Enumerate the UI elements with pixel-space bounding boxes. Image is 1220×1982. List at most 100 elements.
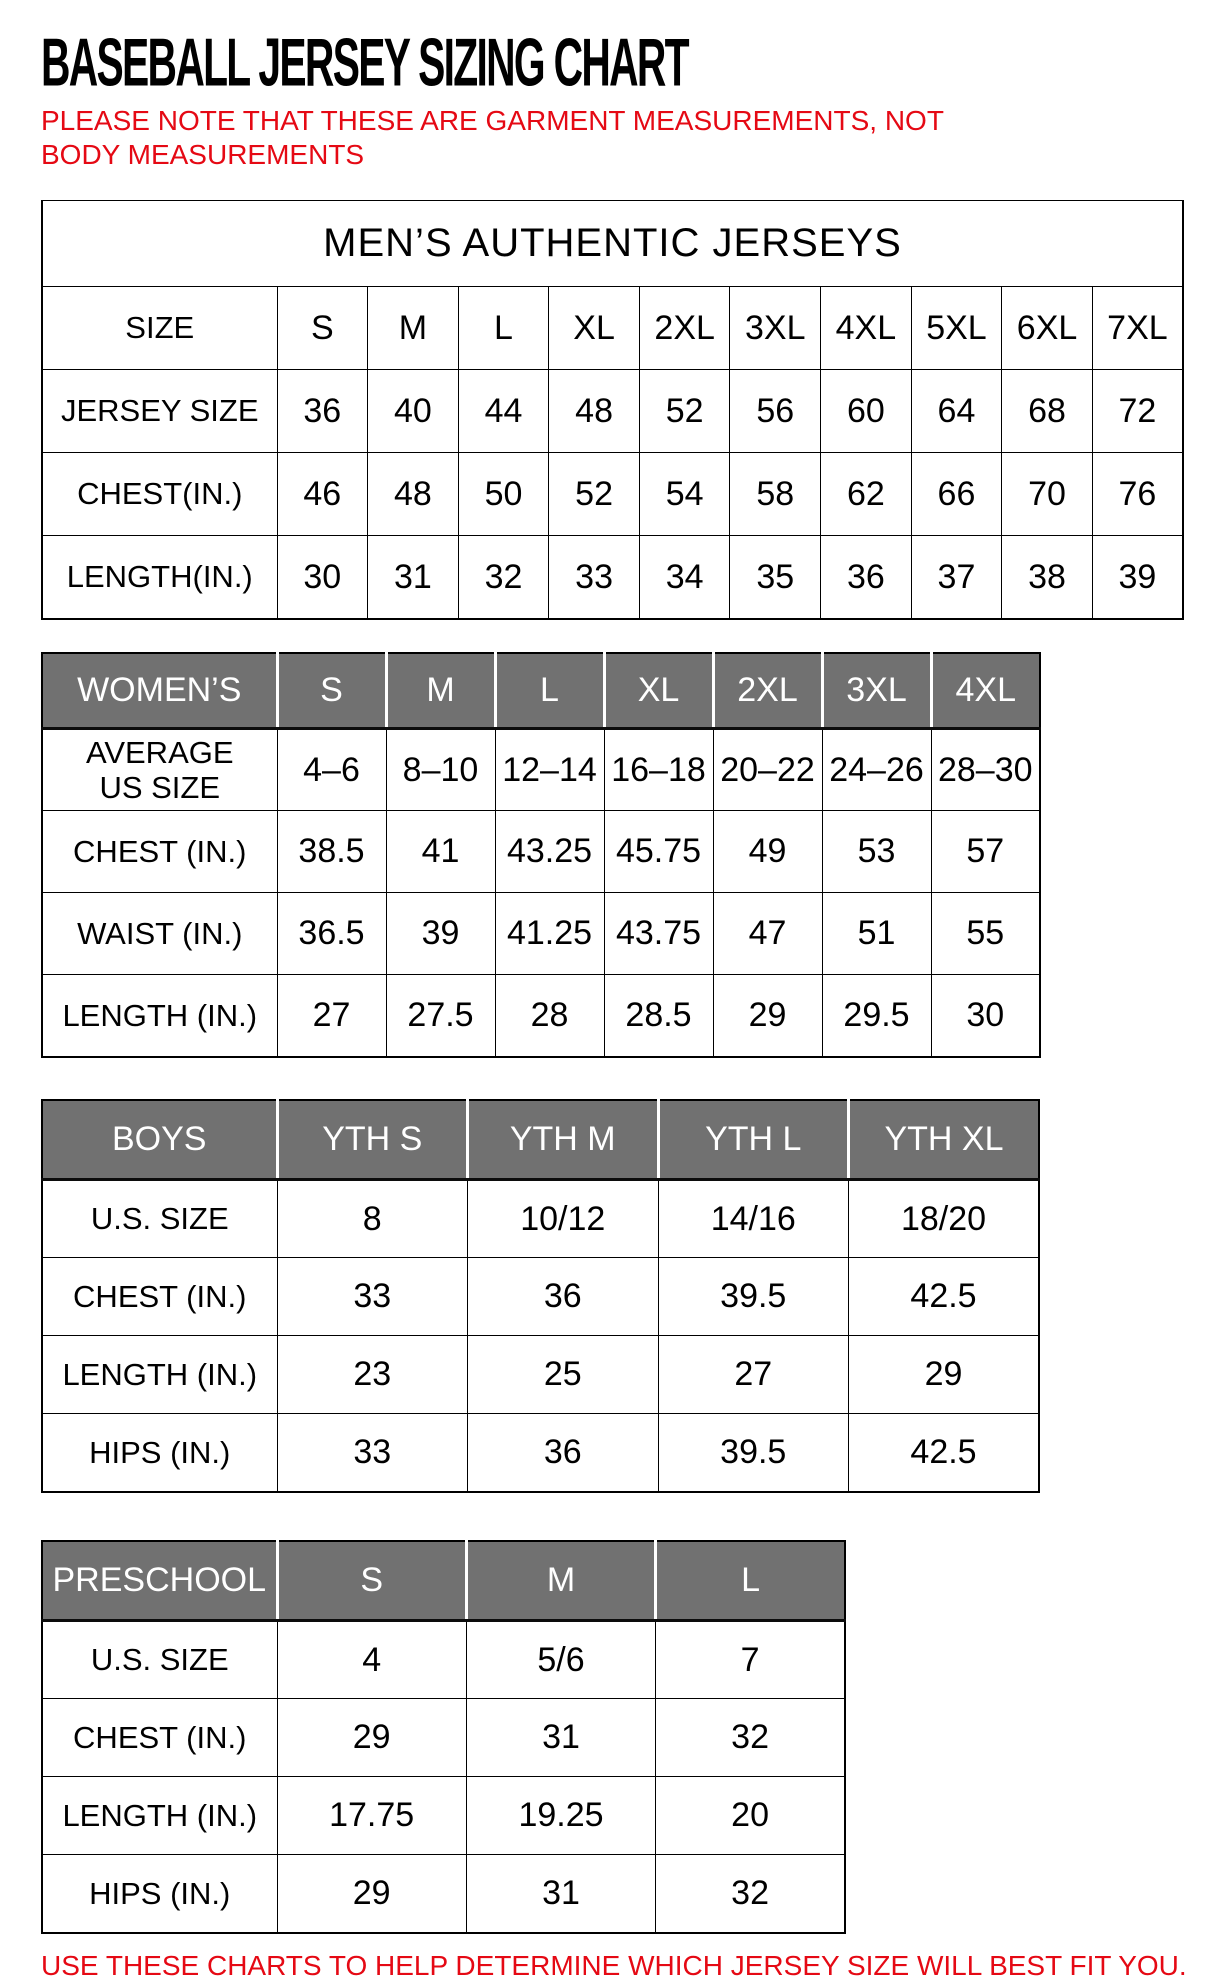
column-header: L (654, 1540, 845, 1623)
size-value-cell: 30 (276, 535, 369, 620)
size-value-cell: 39.5 (657, 1413, 849, 1493)
size-value-cell: 4 (276, 1620, 467, 1700)
size-value-cell: 52 (548, 452, 640, 537)
size-value-cell: 2XL (638, 286, 731, 371)
column-header: YTH S (275, 1099, 468, 1182)
size-value-cell: 36 (820, 535, 912, 620)
size-value-cell: 5XL (910, 286, 1003, 371)
size-value-cell: 20–22 (712, 728, 823, 812)
row-label: LENGTH (IN.) (41, 974, 278, 1058)
size-value-cell: 64 (910, 369, 1003, 454)
column-header: M (464, 1540, 656, 1623)
row-label: CHEST(IN.) (41, 452, 278, 537)
size-value-cell: 31 (465, 1854, 657, 1934)
column-header: L (493, 652, 604, 731)
garment-measurement-note: PLEASE NOTE THAT THESE ARE GARMENT MEASU… (41, 105, 944, 171)
column-header: 2XL (711, 652, 822, 731)
size-value-cell: 36 (467, 1413, 659, 1493)
size-value-cell: 14/16 (657, 1179, 849, 1259)
size-value-cell: 20 (655, 1776, 846, 1856)
size-value-cell: 12–14 (494, 728, 605, 812)
size-value-cell: 29 (276, 1698, 467, 1778)
size-value-cell: 7XL (1091, 286, 1184, 371)
size-value-cell: 29 (276, 1854, 467, 1934)
size-value-cell: M (367, 286, 459, 371)
size-value-cell: 27 (657, 1335, 849, 1415)
size-value-cell: 31 (465, 1698, 657, 1778)
size-value-cell: 40 (367, 369, 459, 454)
size-value-cell: 25 (467, 1335, 659, 1415)
row-label: JERSEY SIZE (41, 369, 278, 454)
size-value-cell: 48 (548, 369, 640, 454)
size-value-cell: 17.75 (276, 1776, 467, 1856)
mens-banner-row: MEN’S AUTHENTIC JERSEYS (41, 200, 1184, 288)
size-value-cell: 43.25 (494, 810, 605, 894)
size-value-cell: 51 (821, 892, 932, 976)
boys-sizing-table: BOYS YTH S YTH M YTH L YTH XL U.S. SIZE 8 10/12… (41, 1098, 1220, 1493)
size-value-cell: 39 (385, 892, 496, 976)
size-value-cell: 46 (276, 452, 369, 537)
table-row: LENGTH(IN.) 30 31 32 33 34 35 36 37 38 39 (41, 535, 1184, 620)
size-value-cell: 28.5 (603, 974, 714, 1058)
table-header-label: WOMEN’S (42, 652, 277, 731)
size-value-cell: 49 (712, 810, 823, 894)
size-value-cell: 31 (367, 535, 459, 620)
table-header-label: PRESCHOOL (42, 1540, 277, 1623)
size-value-cell: 32 (655, 1698, 846, 1778)
row-label: U.S. SIZE (41, 1620, 278, 1700)
size-value-cell: 36 (467, 1257, 659, 1337)
size-value-cell: 4XL (820, 286, 912, 371)
column-header: 4XL (929, 652, 1040, 731)
table-row: LENGTH (IN.) 17.75 19.25 20 (41, 1776, 846, 1856)
size-value-cell: 7 (655, 1620, 846, 1700)
size-value-cell: 45.75 (603, 810, 714, 894)
row-label: LENGTH (IN.) (41, 1335, 278, 1415)
column-header: M (384, 652, 495, 731)
table-row: WAIST (IN.) 36.5 39 41.25 43.75 47 51 55 (41, 892, 1041, 976)
size-value-cell: 55 (930, 892, 1041, 976)
row-label: HIPS (IN.) (41, 1854, 278, 1934)
table-row: U.S. SIZE 4 5/6 7 (41, 1620, 846, 1700)
page-title: BASEBALL JERSEY SIZING CHART (41, 25, 690, 102)
size-value-cell: 3XL (729, 286, 822, 371)
size-value-cell: 19.25 (465, 1776, 657, 1856)
table-row: JERSEY SIZE 36 40 44 48 52 56 60 64 68 72 (41, 369, 1184, 454)
size-value-cell: 53 (821, 810, 932, 894)
column-header: YTH M (466, 1099, 658, 1182)
row-label: LENGTH(IN.) (41, 535, 278, 620)
table-row: CHEST(IN.) 46 48 50 52 54 58 62 66 70 76 (41, 452, 1184, 537)
size-value-cell: 66 (910, 452, 1003, 537)
table-row: HIPS (IN.) 29 31 32 (41, 1854, 846, 1934)
size-value-cell: 27 (276, 974, 387, 1058)
mens-banner: MEN’S AUTHENTIC JERSEYS (41, 200, 1184, 288)
size-value-cell: 33 (276, 1413, 468, 1493)
size-value-cell: 50 (457, 452, 550, 537)
mens-sizing-table: MEN’S AUTHENTIC JERSEYS SIZE S M L XL 2XL 3XL 4… (41, 200, 1220, 620)
size-value-cell: 27.5 (385, 974, 496, 1058)
size-value-cell: S (276, 286, 369, 371)
table-header-row: BOYS YTH S YTH M YTH L YTH XL (42, 1099, 1039, 1182)
size-value-cell: 30 (930, 974, 1041, 1058)
table-row: CHEST (IN.) 33 36 39.5 42.5 (41, 1257, 1040, 1337)
size-value-cell: 42.5 (848, 1257, 1040, 1337)
size-value-cell: 4–6 (276, 728, 387, 812)
size-value-cell: 52 (638, 369, 731, 454)
size-value-cell: 23 (276, 1335, 468, 1415)
size-value-cell: 28 (494, 974, 605, 1058)
table-row: CHEST (IN.) 38.5 41 43.25 45.75 49 53 57 (41, 810, 1041, 894)
size-value-cell: 38.5 (276, 810, 387, 894)
column-header: YTH L (656, 1099, 849, 1182)
table-row: LENGTH (IN.) 23 25 27 29 (41, 1335, 1040, 1415)
row-label: SIZE (41, 286, 278, 371)
size-value-cell: 36.5 (276, 892, 387, 976)
size-value-cell: 41 (385, 810, 496, 894)
column-header: S (275, 652, 386, 731)
row-label: LENGTH (IN.) (41, 1776, 278, 1856)
size-value-cell: 58 (729, 452, 822, 537)
size-value-cell: 33 (276, 1257, 468, 1337)
row-label: CHEST (IN.) (41, 810, 278, 894)
size-value-cell: 37 (910, 535, 1003, 620)
size-value-cell: 8–10 (385, 728, 496, 812)
row-label: HIPS (IN.) (41, 1413, 278, 1493)
preschool-sizing-table: PRESCHOOL S M L U.S. SIZE 4 5/6 7 CHEST (IN.) 29 3… (41, 1539, 1220, 1934)
